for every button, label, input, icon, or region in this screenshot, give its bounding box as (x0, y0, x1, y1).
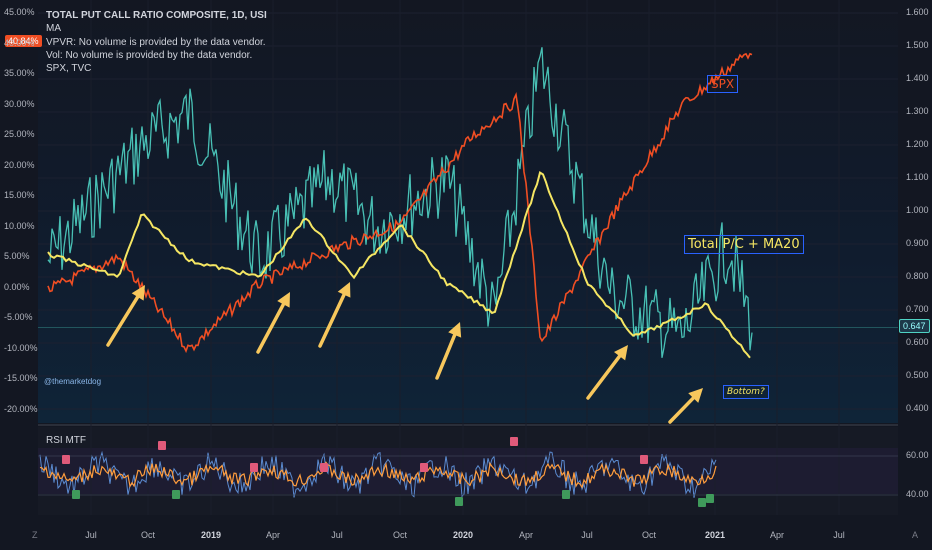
right-axis-label: 1.600 (906, 7, 929, 17)
right-axis-label: 0.600 (906, 337, 929, 347)
rsi-axis-label: 60.00 (906, 450, 929, 460)
right-axis-label: 1.300 (906, 106, 929, 116)
time-axis-label: 2021 (704, 530, 726, 540)
left-price-badge: 40.84% (5, 35, 42, 47)
time-axis-label: Apr (518, 530, 534, 540)
rsi-signal-marker (706, 494, 714, 503)
annotation-arrow-shaft (668, 396, 695, 424)
rsi-band (38, 448, 898, 494)
time-axis-label: 2020 (452, 530, 474, 540)
time-axis-label: Oct (140, 530, 156, 540)
right-axis-label: 0.400 (906, 403, 929, 413)
right-axis-label: 1.000 (906, 205, 929, 215)
time-axis-label: Jul (85, 530, 97, 540)
annotation-arrow-shaft (318, 292, 346, 348)
legend-spx[interactable]: SPX, TVC (46, 63, 92, 75)
annotation-arrow-head (131, 285, 145, 301)
time-axis-label: Oct (641, 530, 657, 540)
right-axis-label: 1.500 (906, 40, 929, 50)
left-axis-label: -15.00% (4, 373, 38, 383)
right-axis-label: 0.700 (906, 304, 929, 314)
ma-series-line (47, 171, 751, 359)
rsi-panel-title[interactable]: RSI MTF (46, 435, 86, 446)
legend-vol[interactable]: Vol: No volume is provided by the data v… (46, 49, 253, 61)
legend-title[interactable]: TOTAL PUT CALL RATIO COMPOSITE, 1D, USI (46, 10, 267, 21)
rsi-signal-marker (562, 490, 570, 499)
left-axis-label: 35.00% (4, 68, 35, 78)
rsi-signal-marker (455, 497, 463, 506)
rsi-signal-marker (172, 490, 180, 499)
annotation-arrow-head (448, 322, 462, 338)
left-axis-label: 10.00% (4, 220, 35, 231)
auto-scale-button[interactable]: A (912, 530, 919, 540)
left-axis-label: -20.00% (4, 403, 38, 414)
annotation-arrow-head (688, 388, 703, 403)
time-axis-label: Apr (265, 530, 281, 540)
left-axis-label: 45.00% (4, 7, 35, 17)
rsi-signal-marker (698, 498, 706, 507)
annotation-arrow-head (337, 282, 351, 298)
rsi-signal-marker (72, 490, 80, 499)
time-axis-label: Jul (833, 530, 845, 540)
legend-vpvr[interactable]: VPVR: No volume is provided by the data … (46, 36, 266, 48)
right-axis-label: 0.800 (906, 271, 929, 281)
right-axis-label: 0.900 (906, 238, 929, 248)
time-axis-label: Jul (331, 530, 343, 540)
right-price-badge: 0.647 (899, 319, 930, 333)
right-axis-label: 1.100 (906, 172, 929, 182)
left-axis-label: -10.00% (4, 342, 38, 353)
rsi-signal-marker (420, 463, 428, 472)
rsi-axis-label: 40.00 (906, 489, 929, 499)
chart-legend: TOTAL PUT CALL RATIO COMPOSITE, 1D, USI … (46, 9, 267, 75)
annotation-arrow-head (613, 345, 628, 361)
left-axis-label: 15.00% (4, 190, 35, 200)
left-axis-label: 30.00% (4, 98, 35, 109)
annotation-arrow-shaft (256, 302, 286, 354)
author-watermark: @themarketdog (44, 377, 102, 386)
rsi-signal-marker (62, 455, 70, 464)
legend-ma[interactable]: MA (46, 23, 61, 35)
rsi-signal-marker (250, 463, 258, 472)
bottom-annotation[interactable]: Bottom? (723, 385, 769, 399)
time-axis-label: 2019 (200, 530, 222, 540)
time-axis-label: Oct (392, 530, 408, 540)
time-axis-label: Apr (769, 530, 785, 540)
rsi-signal-marker (640, 455, 648, 464)
spx-annotation[interactable]: SPX (707, 75, 739, 93)
left-axis-label: 40.00% (4, 37, 35, 48)
rsi-signal-marker (510, 437, 518, 446)
annotation-arrow-shaft (586, 354, 622, 400)
time-axis-label: Jul (581, 530, 593, 540)
rsi-ma-line (39, 461, 717, 489)
left-axis-label: 25.00% (4, 129, 35, 139)
left-axis-label: -5.00% (4, 312, 33, 322)
left-axis-label: 20.00% (4, 159, 35, 170)
zoom-button[interactable]: Z (32, 530, 38, 540)
annotation-arrow-head (277, 292, 290, 308)
rsi-signal-marker (320, 463, 328, 472)
left-axis-label: 5.00% (4, 251, 30, 261)
pc-series-line (47, 47, 753, 358)
right-axis-label: 1.400 (906, 73, 929, 83)
pc-annotation[interactable]: Total P/C + MA20 (684, 235, 804, 254)
annotation-arrow-shaft (106, 295, 140, 347)
spx-series-line (47, 52, 753, 354)
annotation-arrow-shaft (435, 333, 457, 380)
left-axis-label: 0.00% (4, 281, 30, 292)
right-axis-label: 0.500 (906, 370, 929, 380)
rsi-signal-marker (158, 441, 166, 450)
right-axis-label: 1.200 (906, 139, 929, 149)
